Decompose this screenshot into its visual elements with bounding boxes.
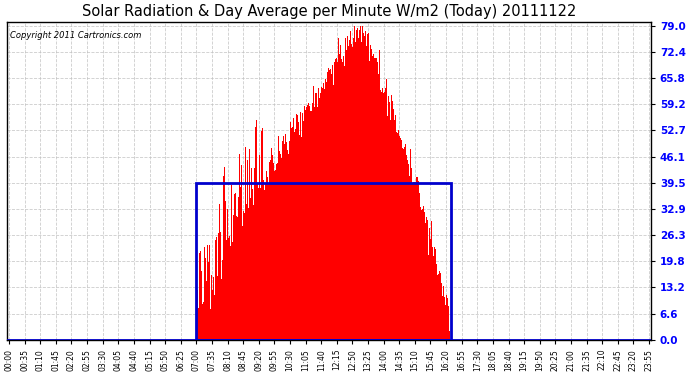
Text: Copyright 2011 Cartronics.com: Copyright 2011 Cartronics.com	[10, 31, 141, 40]
Title: Solar Radiation & Day Average per Minute W/m2 (Today) 20111122: Solar Radiation & Day Average per Minute…	[81, 4, 576, 19]
Bar	[197, 183, 451, 340]
